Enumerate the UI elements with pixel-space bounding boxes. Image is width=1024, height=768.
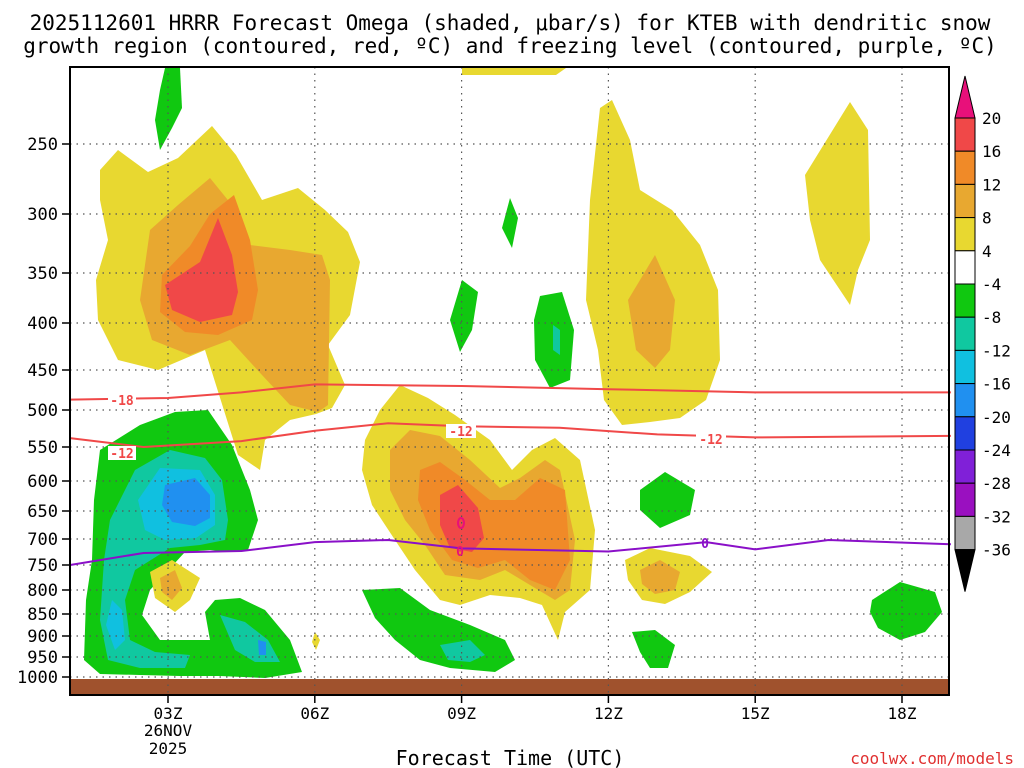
colorbar-label-20: 20 [982,109,1001,128]
colorbar-label--12: -12 [982,341,1011,360]
omega-time-height-chart: 2025112601 HRRR Forecast Omega (shaded, … [0,0,1024,768]
y-tick-label-600: 600 [27,472,58,492]
y-tick-label-550: 550 [27,438,58,458]
colorbar: 20 16 12 8 4 -4 -8 -12 -16 -20 -24 -28 -32 -36 [955,76,1011,592]
colorbar-box-8 [955,350,975,383]
y-tick-label-800: 800 [27,581,58,601]
isotherm-label-minus12b: -12 [449,425,472,440]
colorbar-box-7 [955,317,975,350]
colorbar-label--28: -28 [982,474,1011,493]
colorbar-label--24: -24 [982,441,1011,460]
date-label-line2: 2025 [149,739,188,758]
isotherm-label-minus18: -18 [110,394,134,409]
colorbar-box-10 [955,417,975,450]
y-tick-label-400: 400 [27,314,58,334]
y-tick-label-350: 350 [27,264,58,284]
y-tick-label-900: 900 [27,627,58,647]
x-tick-label-06Z: 06Z [300,704,329,723]
x-tick-label-12Z: 12Z [594,704,623,723]
x-tick-label-15Z: 15Z [741,704,770,723]
colorbar-box-4 [955,218,975,251]
colorbar-box-5 [955,251,975,284]
isotherm-label-minus12c: -12 [699,433,722,448]
y-tick-label-850: 850 [27,605,58,625]
chart-title-line2: growth region (contoured, red, ºC) and f… [23,34,997,58]
colorbar-label--4: -4 [982,275,1001,294]
colorbar-label-16: 16 [982,142,1001,161]
colorbar-label-8: 8 [982,209,992,228]
isotherm-label-minus12a: -12 [110,447,133,462]
colorbar-label--16: -16 [982,375,1011,394]
watermark: coolwx.com/models [850,749,1014,768]
isotherm-label-zero2: 0 [701,537,709,552]
colorbar-box-9 [955,384,975,417]
isotherm-label-zero1: 0 [456,545,464,560]
x-tick-label-18Z: 18Z [888,704,917,723]
y-tick-label-700: 700 [27,530,58,550]
chart-title-line1: 2025112601 HRRR Forecast Omega (shaded, … [30,11,991,35]
y-tick-label-250: 250 [27,135,58,155]
y-tick-label-1000: 1000 [17,668,58,688]
colorbar-box-6 [955,284,975,317]
y-tick-label-650: 650 [27,502,58,522]
colorbar-box-13 [955,516,975,549]
omega-region-yellow-top [462,68,566,75]
colorbar-top-triangle [955,76,975,118]
y-tick-label-950: 950 [27,648,58,668]
colorbar-label--20: -20 [982,408,1011,427]
x-axis-title: Forecast Time (UTC) [396,746,625,768]
omega-region-teal-c [553,325,560,355]
colorbar-label--32: -32 [982,507,1011,526]
date-label-line1: 26NOV [144,721,193,740]
y-tick-label-750: 750 [27,556,58,576]
y-tick-label-300: 300 [27,205,58,225]
y-tick-label-500: 500 [27,401,58,421]
colorbar-box-2 [955,151,975,184]
omega-region-lowerleft-neg16c [258,640,266,655]
ground-surface [70,679,949,695]
colorbar-bottom-triangle [955,550,975,592]
colorbar-label-12: 12 [982,175,1001,194]
x-tick-label-09Z: 09Z [447,704,476,723]
colorbar-box-11 [955,450,975,483]
y-tick-label-450: 450 [27,361,58,381]
colorbar-box-1 [955,118,975,151]
colorbar-box-12 [955,483,975,516]
colorbar-label--8: -8 [982,308,1001,327]
colorbar-box-3 [955,184,975,217]
colorbar-label-4: 4 [982,242,992,261]
colorbar-label--36: -36 [982,541,1011,560]
